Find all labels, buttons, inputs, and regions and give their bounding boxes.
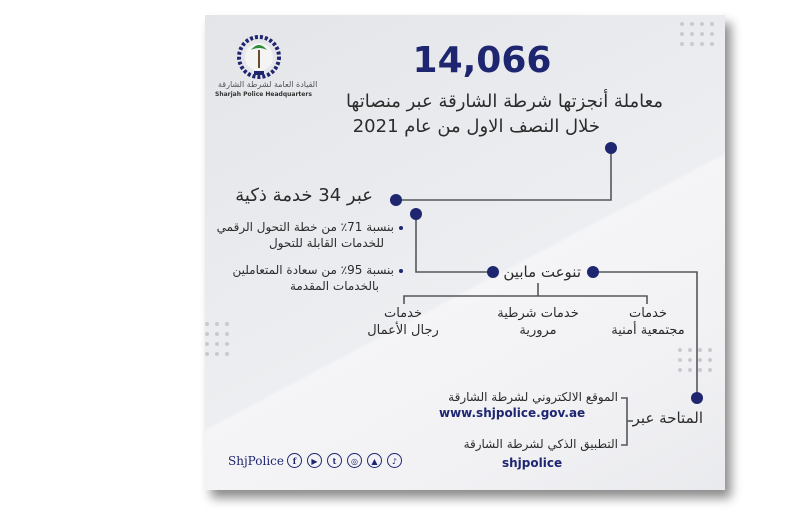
- category-business: خدمات رجال الأعمال: [343, 305, 463, 339]
- instagram-icon[interactable]: ◎: [346, 453, 362, 468]
- website-link[interactable]: www.shjpolice.gov.ae: [439, 406, 586, 420]
- subtitle-line1: معاملة أنجزتها شرطة الشارقة عبر منصاتها: [345, 91, 663, 112]
- infographic-card: [205, 15, 725, 490]
- smart-services-label: عبر 34 خدمة ذكية: [235, 185, 373, 206]
- category-line: مجتمعية أمنية: [611, 323, 685, 338]
- youtube-icon[interactable]: ▶: [306, 453, 322, 468]
- bullet-digital-line2: للخدمات القابلة للتحول: [268, 236, 384, 250]
- subtitle-line2: خلال النصف الاول من عام 2021: [352, 116, 600, 137]
- category-line: خدمات: [383, 306, 423, 321]
- category-traffic: خدمات شرطية مرورية: [478, 305, 598, 339]
- available-label: المتاحة عبر: [632, 409, 703, 427]
- category-community: خدمات مجتمعية أمنية: [588, 305, 708, 339]
- bullet-dot: [399, 269, 403, 273]
- node-dot: [487, 266, 499, 278]
- node-dot: [691, 392, 703, 404]
- social-footer: ShjPolice f ▶ t ◎ ▲ ♪: [228, 453, 404, 468]
- app-label: التطبيق الذكي لشرطة الشارقة: [463, 437, 618, 451]
- snapchat-icon[interactable]: ▲: [366, 453, 382, 468]
- decorative-dots: [680, 22, 714, 46]
- category-line: رجال الأعمال: [367, 323, 439, 338]
- connector-lines: [237, 35, 703, 446]
- website-label: الموقع الالكتروني لشرطة الشارقة: [448, 390, 618, 404]
- total-transactions: 14,066: [412, 40, 552, 81]
- node-dot: [605, 142, 617, 154]
- node-dot: [390, 194, 402, 206]
- logo-caption-ar: القيادة العامة لشرطة الشارقة: [218, 80, 318, 89]
- category-line: خدمات: [628, 306, 668, 321]
- node-dot: [587, 266, 599, 278]
- decorative-dots: [205, 322, 229, 356]
- social-handle: ShjPolice: [228, 453, 284, 468]
- decorative-dots: [678, 348, 712, 372]
- bullet-dot: [399, 226, 403, 230]
- bullet-happiness-line2: بالخدمات المقدمة: [289, 279, 379, 293]
- tiktok-icon[interactable]: ♪: [386, 453, 402, 468]
- twitter-icon[interactable]: t: [326, 453, 342, 468]
- facebook-icon[interactable]: f: [286, 453, 302, 468]
- category-line: خدمات شرطية: [497, 306, 579, 321]
- app-name: shjpolice: [502, 456, 563, 470]
- police-logo-icon: [237, 35, 281, 79]
- logo-caption-en: Sharjah Police Headquarters: [215, 91, 312, 98]
- varied-label: تنوعت مابين: [503, 263, 581, 281]
- bullet-digital-line1: بنسبة 71٪ من خطة التحول الرقمي: [216, 220, 394, 234]
- bullet-happiness-line1: بنسبة 95٪ من سعادة المتعاملين: [232, 263, 394, 277]
- node-dot: [410, 208, 422, 220]
- category-line: مرورية: [519, 323, 557, 338]
